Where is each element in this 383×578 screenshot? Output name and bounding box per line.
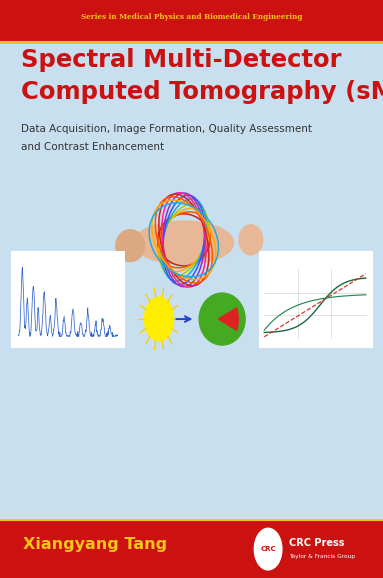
- Text: Spectral Multi-Detector: Spectral Multi-Detector: [21, 48, 342, 72]
- Text: CRC Press: CRC Press: [289, 538, 345, 549]
- Bar: [0, 42, 383, 520]
- Text: Xiangyang Tang: Xiangyang Tang: [23, 537, 167, 552]
- Text: CRC: CRC: [260, 546, 276, 552]
- Circle shape: [144, 297, 173, 341]
- Bar: [259, 251, 372, 347]
- Ellipse shape: [116, 230, 145, 262]
- Bar: [0, 520, 383, 578]
- Text: and Contrast Enhancement: and Contrast Enhancement: [21, 142, 164, 151]
- Text: Data Acquisition, Image Formation, Quality Assessment: Data Acquisition, Image Formation, Quali…: [21, 124, 312, 134]
- Bar: [0, 0, 383, 42]
- Ellipse shape: [134, 221, 234, 265]
- Ellipse shape: [239, 225, 263, 255]
- Text: Taylor & Francis Group: Taylor & Francis Group: [289, 554, 355, 558]
- Bar: [11, 251, 124, 347]
- Circle shape: [254, 528, 282, 570]
- Wedge shape: [218, 308, 238, 330]
- Text: Computed Tomography (sMDCT): Computed Tomography (sMDCT): [21, 80, 383, 104]
- Ellipse shape: [199, 293, 245, 345]
- Text: Series in Medical Physics and Biomedical Engineering: Series in Medical Physics and Biomedical…: [81, 13, 302, 21]
